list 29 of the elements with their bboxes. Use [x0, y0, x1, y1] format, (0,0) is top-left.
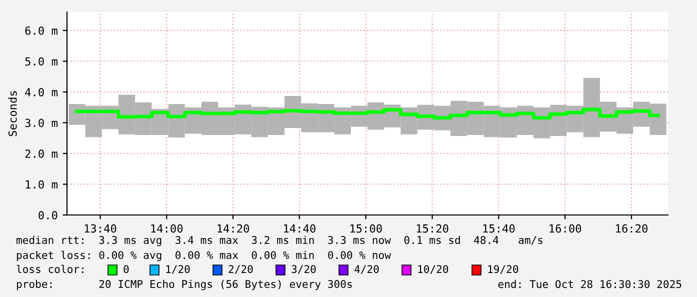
y-tick-label: 4.0 m: [25, 88, 58, 96]
x-tick-label: 13:40: [84, 224, 116, 233]
legend-label: 10/20: [418, 265, 448, 274]
text: median rtt: 3.3 ms avg 3.4 ms max 3.2 ms min 3.3 ms now 0.1 ms sd 48.4 am/s: [16, 236, 542, 246]
x-tick-label: 15:40: [483, 224, 515, 233]
x-tick-label: 14:00: [151, 224, 183, 233]
y-tick-label: 0.0: [38, 211, 58, 220]
legend-label: 2/20: [228, 265, 253, 274]
legend-label: 19/20: [488, 265, 518, 274]
x-tick-label: 14:40: [284, 224, 316, 233]
y-tick-label: 6.0 m: [25, 26, 58, 35]
y-tick-label: 3.0 m: [25, 118, 58, 128]
legend-label: 3/20: [292, 265, 316, 274]
legend-label: 0: [124, 265, 129, 274]
x-tick-label: 16:00: [550, 224, 582, 233]
legend-title: loss color:: [16, 264, 84, 274]
legend-label: 4/20: [354, 265, 379, 274]
legend-label: 1/20: [166, 265, 190, 274]
y-tick-label: 2.0 m: [25, 149, 58, 158]
x-tick-label: 15:00: [350, 224, 382, 233]
x-tick-label: 14:20: [218, 224, 250, 233]
text: probe: 20 ICMP Echo Pings (56 Bytes) every 300s: [16, 280, 352, 290]
text: end: Tue Oct 28 16:30:30 2025: [498, 280, 682, 288]
y-tick-label: 5.0 m: [25, 57, 58, 66]
text: packet loss: 0.00 % avg 0.00 % max 0.00 % min 0.00 % now: [16, 250, 391, 262]
y-tick-label: 1.0 m: [26, 180, 58, 189]
y-axis-title: Seconds: [8, 91, 17, 136]
x-tick-label: 15:20: [416, 224, 448, 233]
x-tick-label: 16:20: [616, 224, 648, 233]
